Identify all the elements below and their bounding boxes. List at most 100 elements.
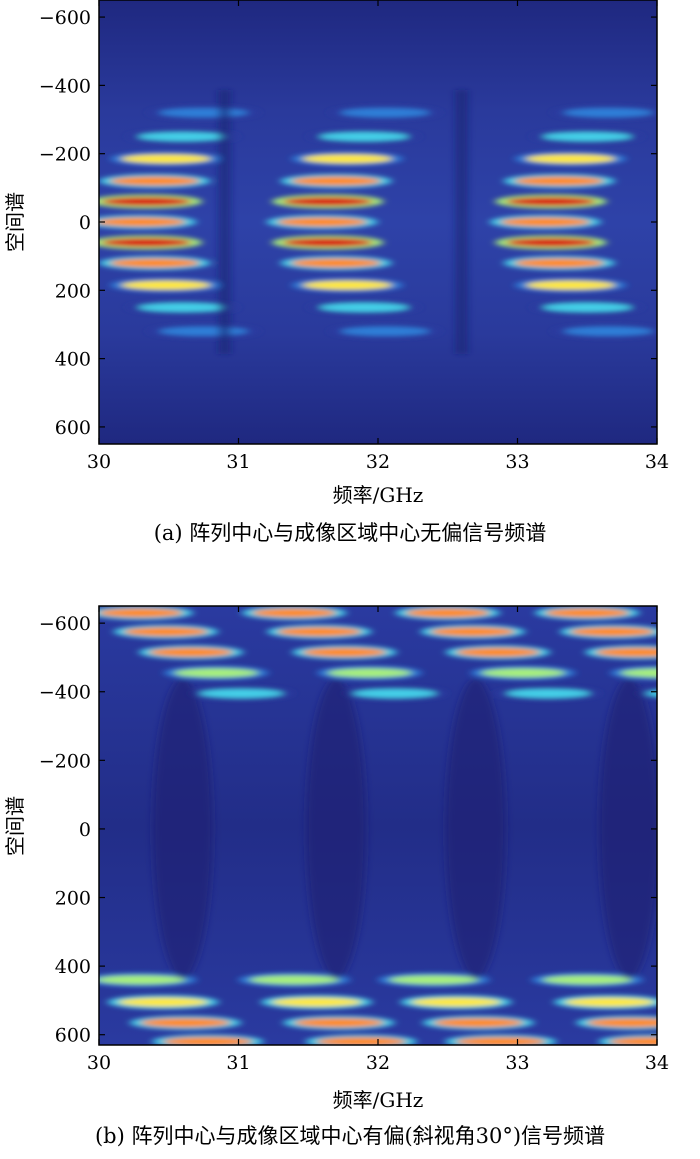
x-tick-label: 34	[645, 1052, 669, 1074]
spectral-band-bottom	[140, 1018, 231, 1028]
x-tick-label: 32	[366, 451, 390, 473]
spectral-band	[121, 154, 211, 164]
spectral-band-bottom	[587, 1018, 657, 1028]
x-tick-label: 34	[645, 451, 669, 473]
dark-lobe	[445, 678, 506, 979]
spectral-band-top	[149, 647, 233, 657]
spectral-band	[542, 302, 632, 312]
spectral-band-bottom	[542, 975, 632, 985]
spectral-band	[302, 280, 392, 290]
spectral-band	[340, 108, 430, 118]
spectral-band-top	[252, 608, 337, 618]
y-tick-label: 200	[55, 888, 91, 910]
spectral-band	[99, 217, 186, 227]
spectral-band	[500, 217, 591, 227]
spectral-band	[525, 154, 616, 164]
y-tick-label: 600	[55, 1025, 91, 1047]
spectral-band-top	[570, 627, 655, 637]
spectral-band-top	[352, 688, 437, 698]
spectral-band	[563, 326, 653, 336]
panel-b-xlabel: 频率/GHz	[333, 1088, 424, 1112]
spectral-band	[277, 217, 367, 227]
spectral-band-top	[199, 688, 284, 698]
x-tick-label: 32	[366, 1052, 390, 1074]
y-tick-label: 400	[55, 956, 91, 978]
panel-b-ylabel: 空间谱	[3, 796, 27, 856]
spectral-band-bottom	[316, 1037, 406, 1045]
spectral-band	[514, 176, 604, 186]
spectral-band	[525, 280, 616, 290]
y-tick-label: −400	[39, 682, 91, 704]
panel-a-xlabel: 频率/GHz	[333, 483, 424, 507]
spectral-band	[138, 132, 228, 142]
spectral-band-top	[506, 688, 591, 698]
spectral-band	[158, 108, 249, 118]
spectral-band	[158, 326, 249, 336]
x-tick-label: 33	[505, 451, 529, 473]
spectral-band	[101, 197, 192, 207]
spectral-band	[291, 176, 381, 186]
spectral-band	[110, 176, 200, 186]
spectral-band-top	[327, 668, 412, 678]
spectral-band	[283, 237, 373, 247]
spectral-band-top	[99, 608, 183, 618]
x-tick-label: 33	[505, 1052, 529, 1074]
null-column	[455, 90, 468, 354]
spectral-band	[302, 154, 392, 164]
spectral-band	[340, 326, 430, 336]
y-tick-label: −600	[39, 613, 91, 635]
spectral-band-top	[302, 647, 387, 657]
y-tick-label: 400	[55, 349, 91, 371]
spectral-band	[138, 302, 228, 312]
spectral-band	[121, 280, 211, 290]
spectral-band-bottom	[564, 997, 655, 1007]
spectral-band-top	[405, 608, 490, 618]
spectral-band-bottom	[411, 997, 501, 1007]
spectral-band-bottom	[271, 997, 362, 1007]
y-tick-label: −200	[39, 144, 91, 166]
x-tick-label: 30	[87, 451, 111, 473]
panel-a-marks	[99, 90, 657, 354]
spectral-band-bottom	[433, 1018, 524, 1028]
panel-a: 30 31 32 33 34 −600 −400 −200 0 200 400 600 空间谱 频率/…	[3, 0, 669, 507]
spectral-band-bottom	[294, 1018, 384, 1028]
panel-b: 30 31 32 33 34 −600 −400 −200 0 200 400 600 空间谱 频率/…	[3, 605, 669, 1112]
panel-a-ticks: 30 31 32 33 34 −600 −400 −200 0 200 400 600	[39, 0, 669, 473]
spectral-band-bottom	[163, 1037, 253, 1045]
spectral-band	[563, 108, 653, 118]
panel-b-marks	[99, 606, 657, 1045]
spectral-band-top	[174, 668, 259, 678]
spectral-band	[319, 132, 409, 142]
spectral-band	[291, 258, 381, 268]
spectral-band-top	[431, 627, 515, 637]
spectral-band-top	[545, 608, 630, 618]
y-tick-label: 0	[79, 212, 91, 234]
spectral-band	[506, 197, 596, 207]
x-tick-label: 31	[226, 1052, 250, 1074]
spectral-band	[101, 237, 192, 247]
y-tick-label: −600	[39, 7, 91, 29]
y-tick-label: −400	[39, 75, 91, 97]
y-tick-label: 600	[55, 417, 91, 439]
spectral-band-top	[124, 627, 208, 637]
spectral-band	[514, 258, 604, 268]
dark-lobe	[152, 678, 213, 979]
spectral-band-top	[481, 668, 565, 678]
x-tick-label: 31	[226, 451, 250, 473]
y-tick-label: −200	[39, 750, 91, 772]
null-column	[218, 90, 231, 354]
spectral-band-bottom	[389, 975, 479, 985]
y-tick-label: 0	[79, 819, 91, 841]
spectral-band-top	[277, 627, 362, 637]
spectral-band-top	[620, 668, 657, 678]
spectral-band-bottom	[609, 1037, 657, 1045]
spectral-band-bottom	[249, 975, 339, 985]
dark-lobe	[599, 678, 657, 979]
spectral-band	[506, 237, 596, 247]
spectral-band	[542, 132, 632, 142]
spectral-band	[319, 302, 409, 312]
spectral-band-bottom	[99, 975, 186, 985]
spectral-band	[110, 258, 200, 268]
dark-lobe	[306, 678, 367, 979]
panel-b-caption: (b) 阵列中心与成像区域中心有偏(斜视角30°)信号频谱	[94, 1124, 606, 1148]
